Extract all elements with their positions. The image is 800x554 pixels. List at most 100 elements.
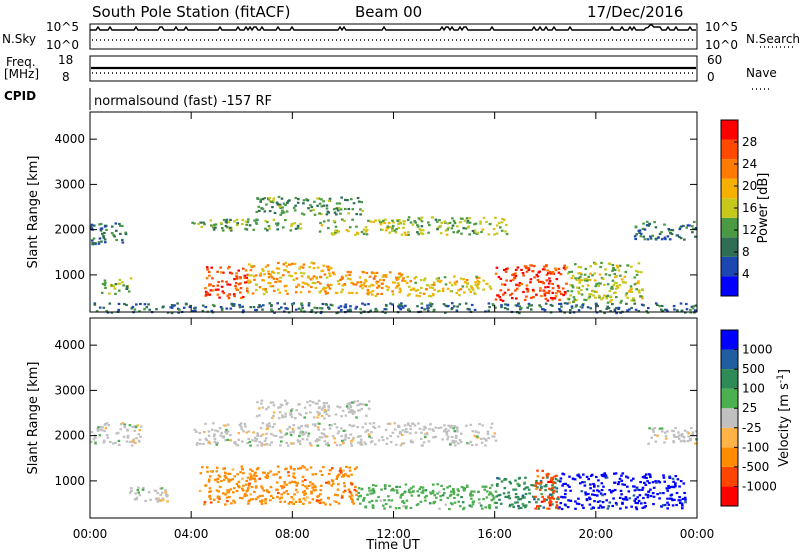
- power-cell: [258, 304, 261, 307]
- velocity-cell: [349, 409, 352, 412]
- velocity-cell: [224, 493, 227, 496]
- power-cell: [487, 309, 490, 312]
- power-cell: [328, 272, 331, 275]
- velocity-cell: [320, 432, 324, 435]
- velocity-cell: [486, 430, 490, 433]
- power-cell: [641, 227, 645, 230]
- velocity-cell: [597, 490, 601, 493]
- velocity-cell: [217, 490, 220, 493]
- velocity-cell: [336, 432, 340, 435]
- velocity-cell: [222, 467, 225, 470]
- velocity-cell: [290, 409, 293, 412]
- velocity-cell: [212, 498, 216, 501]
- velocity-cell: [460, 432, 463, 435]
- velocity-cell: [339, 469, 342, 472]
- power-cell: [526, 290, 530, 293]
- power-cell: [446, 287, 450, 290]
- velocity-cell: [252, 477, 256, 480]
- velocity-cell: [304, 492, 307, 495]
- power-cell: [488, 285, 492, 288]
- power-cell: [357, 200, 361, 203]
- velocity-cell: [453, 501, 457, 504]
- velocity-cell: [264, 437, 268, 440]
- power-cell: [633, 276, 637, 279]
- velocity-cell: [239, 496, 242, 499]
- velocity-xtick-label: 00:00: [73, 527, 108, 541]
- velocity-cell: [292, 502, 295, 506]
- velocity-colorbar-frame: [720, 329, 739, 507]
- power-cell: [436, 228, 439, 231]
- power-cell: [118, 278, 122, 281]
- velocity-cell: [555, 487, 559, 490]
- velocity-cell: [164, 489, 167, 492]
- velocity-cell: [306, 435, 310, 438]
- velocity-cell: [294, 488, 298, 491]
- power-cell: [282, 226, 285, 229]
- velocity-cell: [387, 499, 391, 502]
- power-cell: [427, 221, 430, 224]
- power-cell: [466, 307, 470, 310]
- velocity-cell: [269, 470, 272, 473]
- velocity-cell: [674, 482, 677, 485]
- power-cell: [558, 302, 561, 306]
- velocity-cell: [276, 495, 279, 498]
- velocity-cell: [216, 441, 219, 444]
- power-cell: [115, 238, 118, 242]
- velocity-cell: [593, 484, 596, 487]
- velocity-cell: [653, 427, 657, 430]
- velocity-cell: [366, 429, 369, 432]
- power-cell: [663, 223, 666, 226]
- velocity-cell: [297, 440, 300, 443]
- power-cell: [459, 217, 463, 220]
- power-cell: [284, 269, 288, 272]
- power-cell: [495, 224, 499, 227]
- velocity-cell: [279, 444, 282, 447]
- power-cell: [596, 305, 599, 308]
- velocity-cell: [285, 403, 288, 406]
- velocity-cell: [514, 496, 518, 499]
- velocity-cell: [551, 476, 554, 479]
- velocity-cell: [223, 475, 227, 478]
- power-cell: [598, 296, 601, 299]
- power-cell: [350, 198, 353, 201]
- velocity-cell: [281, 487, 284, 490]
- velocity-cell: [232, 499, 235, 502]
- velocity-ylabel: Slant Range [km]: [26, 362, 41, 475]
- velocity-cell: [380, 436, 384, 439]
- velocity-cell: [484, 485, 488, 488]
- power-cell: [276, 222, 280, 225]
- power-cell: [193, 222, 196, 225]
- velocity-cell: [304, 499, 307, 502]
- power-cell: [264, 227, 267, 230]
- power-cell: [503, 268, 506, 272]
- velocity-cell: [258, 414, 261, 417]
- power-cell: [520, 283, 523, 286]
- power-cell: [279, 280, 282, 283]
- velocity-cell: [526, 486, 529, 489]
- velocity-cell: [632, 477, 635, 480]
- velocity-cell: [290, 501, 294, 504]
- velocity-cell: [665, 487, 669, 490]
- velocity-cell: [352, 502, 355, 505]
- power-cell: [209, 289, 213, 292]
- velocity-cell: [453, 425, 456, 428]
- velocity-cell: [241, 467, 244, 470]
- velocity-cell: [672, 435, 676, 438]
- power-cell: [170, 304, 174, 307]
- velocity-cell: [322, 433, 325, 436]
- nsearch-tick-bottom: 10^0: [705, 38, 738, 52]
- power-cell: [612, 268, 615, 271]
- power-cell: [113, 287, 117, 290]
- power-cell: [329, 267, 333, 270]
- power-cell: [406, 218, 410, 221]
- velocity-cell: [453, 430, 456, 433]
- velocity-cell: [377, 439, 381, 442]
- power-cell: [454, 283, 457, 286]
- nsky-strip-frame: [89, 23, 698, 50]
- velocity-cell: [327, 482, 331, 485]
- velocity-cell: [593, 485, 596, 488]
- velocity-cell: [397, 425, 400, 428]
- velocity-cell: [367, 400, 371, 403]
- velocity-cell: [423, 425, 426, 428]
- velocity-cell: [349, 433, 353, 436]
